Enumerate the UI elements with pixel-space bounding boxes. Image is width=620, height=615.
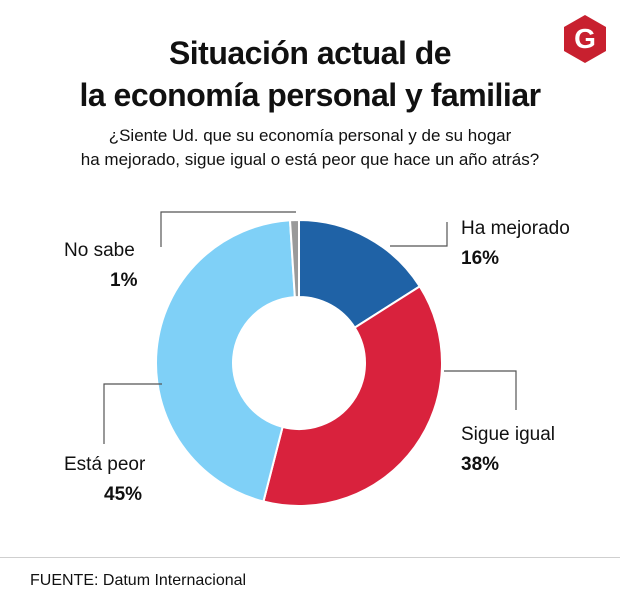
- chart-title: Situación actual de la economía personal…: [0, 32, 620, 116]
- footer-divider: [0, 557, 620, 558]
- label-sigue-igual: Sigue igual: [461, 424, 556, 445]
- leader-lines: [103, 211, 517, 444]
- value-no-sabe: 1%: [110, 270, 138, 291]
- donut-slices: [155, 218, 443, 507]
- logo-letter: G: [574, 23, 596, 54]
- question-line-2: ha mejorado, sigue igual o está peor que…: [80, 150, 540, 169]
- value-sigue-igual: 38%: [461, 454, 500, 475]
- question-line-1: ¿Siente Ud. que su economía personal y d…: [108, 126, 512, 145]
- logo-hexagon: [564, 15, 606, 63]
- brand-logo-icon: G: [564, 15, 606, 63]
- leader-no-sabe: [160, 211, 296, 247]
- label-esta-peor: Está peor: [64, 454, 146, 475]
- source-note: FUENTE: Datum Internacional: [30, 572, 247, 589]
- label-no-sabe: No sabe: [64, 240, 135, 261]
- value-esta-peor: 45%: [104, 484, 143, 505]
- title-line-2: la economía personal y familiar: [79, 77, 541, 113]
- title-line-1: Situación actual de: [168, 35, 452, 71]
- slice-ha-mejorado: [298, 218, 422, 330]
- value-ha-mejorado: 16%: [461, 248, 500, 269]
- slice-sigue-igual: [262, 284, 443, 507]
- leader-sigue-igual: [444, 370, 517, 410]
- slice-no-sabe: [288, 218, 300, 299]
- leader-esta-peor: [103, 383, 162, 444]
- slice-esta-peor: [155, 219, 296, 503]
- label-ha-mejorado: Ha mejorado: [461, 218, 570, 239]
- leader-ha-mejorado: [390, 222, 448, 247]
- chart-question: ¿Siente Ud. que su economía personal y d…: [0, 124, 620, 172]
